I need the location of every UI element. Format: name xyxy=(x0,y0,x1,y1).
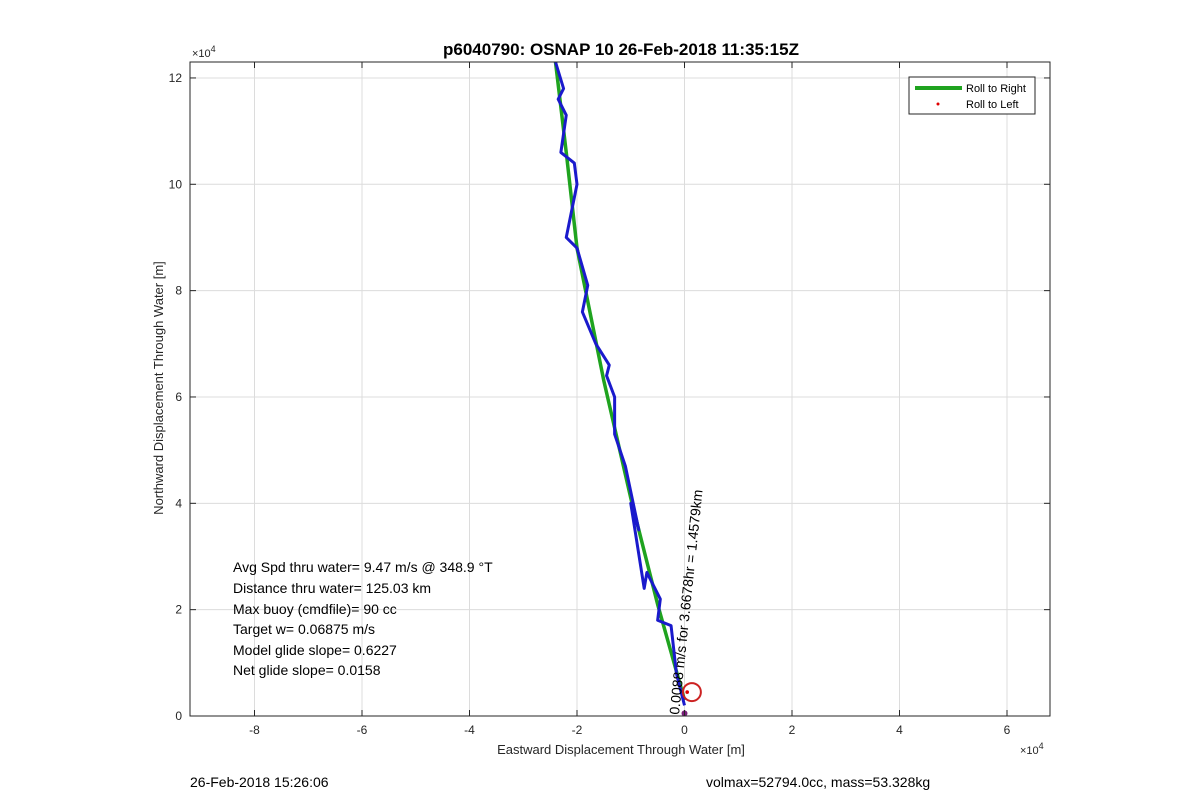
x-axis-label: Eastward Displacement Through Water [m] xyxy=(497,742,745,757)
x-tick-label: -4 xyxy=(464,723,475,737)
x-tick-label: 4 xyxy=(896,723,903,737)
y-tick-label: 12 xyxy=(169,71,183,85)
x-exponent-power: 4 xyxy=(1039,741,1044,751)
x-tick-label: 6 xyxy=(1004,723,1011,737)
stat-max-buoy: Max buoy (cmdfile)= 90 cc xyxy=(233,601,397,617)
y-tick-label: 2 xyxy=(175,603,182,617)
x-tick-label: -2 xyxy=(572,723,583,737)
stat-net-glide: Net glide slope= 0.0158 xyxy=(233,662,381,678)
x-tick-label: 2 xyxy=(789,723,796,737)
y-tick-label: 8 xyxy=(175,284,182,298)
y-tick-label: 4 xyxy=(175,496,182,510)
legend-label-roll-left: Roll to Left xyxy=(966,99,1019,111)
legend-label-roll-right: Roll to Right xyxy=(966,83,1026,95)
y-exponent-label: ×104 xyxy=(192,44,216,60)
stat-avg-speed: Avg Spd thru water= 9.47 m/s @ 348.9 °T xyxy=(233,559,493,575)
series-roll-to-left-point xyxy=(685,690,689,694)
ticks-layer: -8 -6 -4 -2 0 2 4 6 0 2 4 6 8 10 12 xyxy=(169,62,1050,737)
series-track-line xyxy=(554,61,686,706)
x-exponent-label: ×104 xyxy=(1020,741,1044,757)
stat-target-w: Target w= 0.06875 m/s xyxy=(233,621,375,637)
x-exponent-base: ×10 xyxy=(1020,745,1039,757)
y-axis-label: Northward Displacement Through Water [m] xyxy=(151,261,166,515)
legend-box xyxy=(908,76,1036,115)
y-tick-label: 6 xyxy=(175,390,182,404)
series-roll-to-right-line xyxy=(553,61,687,701)
footer-timestamp: 26-Feb-2018 15:26:06 xyxy=(190,774,329,790)
stats-block: Avg Spd thru water= 9.47 m/s @ 348.9 °T … xyxy=(233,559,493,678)
x-tick-label: -6 xyxy=(357,723,368,737)
surface-marker-circle xyxy=(681,682,702,703)
y-exponent-power: 4 xyxy=(211,44,216,54)
x-tick-label: -8 xyxy=(249,723,260,737)
y-exponent-base: ×10 xyxy=(192,48,211,60)
plot-frame xyxy=(189,61,1051,717)
y-tick-label: 0 xyxy=(175,709,182,723)
footer-mass-info: volmax=52794.0cc, mass=53.328kg xyxy=(706,774,930,790)
series-layer xyxy=(553,61,702,717)
stat-model-glide: Model glide slope= 0.6227 xyxy=(233,642,397,658)
legend-swatch-roll-left xyxy=(936,102,940,106)
x-tick-label: 0 xyxy=(681,723,688,737)
y-tick-label: 10 xyxy=(169,177,183,191)
legend: Roll to Right Roll to Left xyxy=(908,76,1036,115)
chart-title: p6040790: OSNAP 10 26-Feb-2018 11:35:15Z xyxy=(443,40,799,59)
stat-distance: Distance thru water= 125.03 km xyxy=(233,580,431,596)
